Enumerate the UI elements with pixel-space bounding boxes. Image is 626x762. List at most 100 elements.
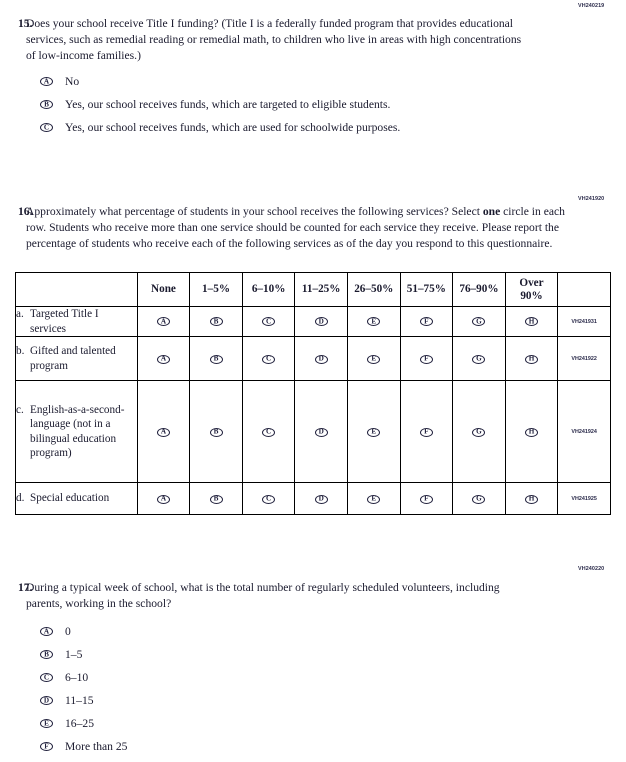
- cell-d-26-50[interactable]: E: [346, 482, 401, 516]
- bubble-b-icon[interactable]: B: [40, 650, 53, 659]
- bubble-a-icon[interactable]: A: [156, 427, 170, 437]
- cell-c-over-90[interactable]: H: [504, 380, 559, 484]
- row-a-letter: a.: [16, 308, 24, 320]
- table-header-row: None 1–5% 6–10% 11–25% 26–50% 51–75% 76–…: [15, 272, 611, 307]
- bubble-letter: C: [266, 317, 272, 326]
- bubble-e-icon[interactable]: E: [367, 317, 381, 327]
- header-26-50: 26–50%: [346, 272, 401, 307]
- cell-c-1-5[interactable]: B: [189, 380, 243, 484]
- bubble-a-icon[interactable]: A: [40, 627, 53, 636]
- bubble-a-icon[interactable]: A: [40, 77, 53, 86]
- bubble-f-icon[interactable]: F: [419, 427, 433, 437]
- header-51-75: 51–75%: [399, 272, 454, 307]
- cell-d-76-90[interactable]: G: [452, 482, 506, 516]
- bubble-h-icon[interactable]: H: [525, 354, 538, 364]
- bubble-a-icon[interactable]: A: [156, 354, 170, 364]
- cell-d-6-10[interactable]: C: [241, 482, 296, 516]
- cell-b-none[interactable]: A: [136, 336, 191, 382]
- bubble-h-icon[interactable]: H: [525, 427, 538, 437]
- bubble-f-icon[interactable]: F: [40, 742, 53, 751]
- bubble-letter: A: [160, 494, 167, 503]
- option-15-b[interactable]: B Yes, our school receives funds, which …: [0, 93, 400, 116]
- bubble-e-icon[interactable]: E: [367, 494, 381, 504]
- bubble-d-icon[interactable]: D: [40, 696, 53, 705]
- option-17-f[interactable]: F More than 25: [0, 735, 127, 758]
- bubble-d-icon[interactable]: D: [314, 494, 328, 504]
- bubble-g-icon[interactable]: G: [472, 494, 486, 504]
- cell-d-over-90[interactable]: H: [504, 482, 559, 516]
- bubble-g-icon[interactable]: G: [472, 354, 486, 364]
- bubble-b-icon[interactable]: B: [209, 494, 223, 504]
- option-17-e-label: 16–25: [65, 716, 94, 730]
- question-16-text-part1: Approximately what percentage of student…: [26, 205, 483, 218]
- reference-code-q16: VH241920: [578, 196, 605, 202]
- bubble-letter: D: [318, 354, 324, 363]
- bubble-h-icon[interactable]: H: [525, 317, 538, 327]
- bubble-d-icon[interactable]: D: [314, 317, 328, 327]
- bubble-e-icon[interactable]: E: [367, 427, 381, 437]
- bubble-letter: C: [266, 494, 272, 503]
- option-17-c[interactable]: C 6–10: [0, 666, 127, 689]
- bubble-e-icon[interactable]: E: [367, 354, 381, 364]
- cell-a-26-50[interactable]: E: [346, 305, 401, 338]
- bubble-c-icon[interactable]: C: [262, 317, 276, 327]
- bubble-f-icon[interactable]: F: [419, 317, 433, 327]
- cell-c-11-25[interactable]: D: [294, 380, 348, 484]
- question-17-options: A 0 B 1–5 C 6–10 D 11–15 E 16–25 F More …: [0, 620, 127, 758]
- bubble-b-icon[interactable]: B: [209, 317, 223, 327]
- cell-b-11-25[interactable]: D: [294, 336, 348, 382]
- bubble-c-icon[interactable]: C: [40, 673, 53, 682]
- option-17-a[interactable]: A 0: [0, 620, 127, 643]
- cell-d-1-5[interactable]: B: [189, 482, 243, 516]
- bubble-c-icon[interactable]: C: [262, 427, 276, 437]
- bubble-a-letter: A: [43, 627, 50, 635]
- cell-a-none[interactable]: A: [136, 305, 191, 338]
- bubble-b-icon[interactable]: B: [40, 100, 53, 109]
- bubble-b-icon[interactable]: B: [209, 427, 223, 437]
- cell-a-51-75[interactable]: F: [399, 305, 454, 338]
- row-d-letter: d.: [16, 492, 25, 505]
- row-b-label: b. Gifted and talented program: [15, 336, 138, 382]
- cell-b-over-90[interactable]: H: [504, 336, 559, 382]
- header-76-90: 76–90%: [452, 272, 506, 307]
- cell-a-1-5[interactable]: B: [189, 305, 243, 338]
- option-15-a[interactable]: A No: [0, 70, 400, 93]
- bubble-e-icon[interactable]: E: [40, 719, 53, 728]
- option-17-b[interactable]: B 1–5: [0, 643, 127, 666]
- cell-b-51-75[interactable]: F: [399, 336, 454, 382]
- bubble-d-icon[interactable]: D: [314, 354, 328, 364]
- cell-b-26-50[interactable]: E: [346, 336, 401, 382]
- cell-a-76-90[interactable]: G: [452, 305, 506, 338]
- cell-b-76-90[interactable]: G: [452, 336, 506, 382]
- bubble-b-icon[interactable]: B: [209, 354, 223, 364]
- option-17-e[interactable]: E 16–25: [0, 712, 127, 735]
- cell-c-none[interactable]: A: [136, 380, 191, 484]
- bubble-h-icon[interactable]: H: [525, 494, 538, 504]
- bubble-f-icon[interactable]: F: [419, 354, 433, 364]
- bubble-f-icon[interactable]: F: [419, 494, 433, 504]
- cell-d-11-25[interactable]: D: [294, 482, 348, 516]
- cell-d-none[interactable]: A: [136, 482, 191, 516]
- bubble-letter: B: [213, 354, 219, 363]
- cell-c-6-10[interactable]: C: [241, 380, 296, 484]
- bubble-c-icon[interactable]: C: [262, 494, 276, 504]
- cell-c-51-75[interactable]: F: [399, 380, 454, 484]
- bubble-a-icon[interactable]: A: [156, 494, 170, 504]
- option-17-d[interactable]: D 11–15: [0, 689, 127, 712]
- bubble-d-icon[interactable]: D: [314, 427, 328, 437]
- option-15-c[interactable]: C Yes, our school receives funds, which …: [0, 116, 400, 139]
- bubble-c-icon[interactable]: C: [262, 354, 276, 364]
- cell-c-76-90[interactable]: G: [452, 380, 506, 484]
- cell-a-11-25[interactable]: D: [294, 305, 348, 338]
- cell-a-over-90[interactable]: H: [504, 305, 559, 338]
- cell-a-6-10[interactable]: C: [241, 305, 296, 338]
- bubble-g-icon[interactable]: G: [472, 317, 486, 327]
- cell-b-1-5[interactable]: B: [189, 336, 243, 382]
- cell-d-51-75[interactable]: F: [399, 482, 454, 516]
- bubble-g-icon[interactable]: G: [472, 427, 486, 437]
- bubble-a-icon[interactable]: A: [156, 317, 170, 327]
- cell-b-6-10[interactable]: C: [241, 336, 296, 382]
- bubble-letter: D: [318, 317, 324, 326]
- cell-c-26-50[interactable]: E: [346, 380, 401, 484]
- bubble-c-icon[interactable]: C: [40, 123, 53, 132]
